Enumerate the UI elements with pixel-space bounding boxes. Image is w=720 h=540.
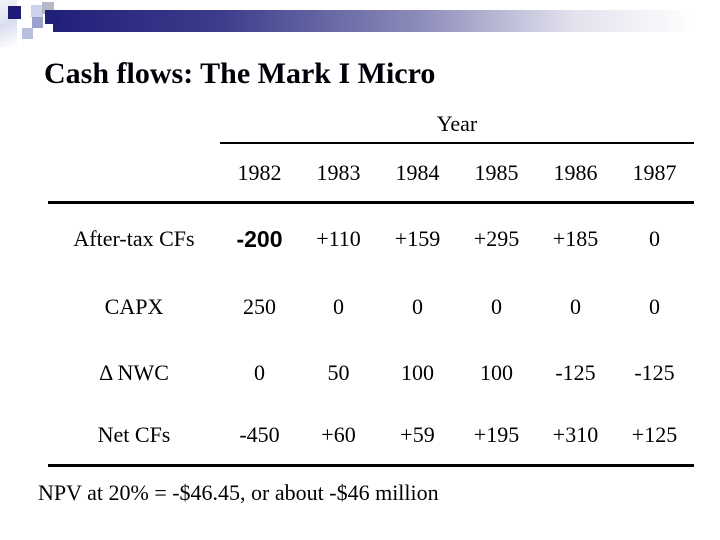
deco-gradient-bar (53, 10, 720, 32)
table-cell: -200 (236, 225, 283, 252)
table-cell: +59 (400, 422, 435, 447)
deco-square-navy (8, 6, 21, 19)
table-cell: 0 (254, 360, 265, 385)
table-cell: 0 (412, 294, 423, 319)
table-row-after-tax-cfs: After-tax CFs -200 +110 +159 +295 +185 0 (48, 204, 694, 274)
year-column-header: 1985 (474, 159, 519, 185)
table-cell: +60 (321, 422, 356, 447)
year-header-label: Year (436, 111, 478, 136)
table-bottom-border (48, 464, 694, 467)
table-cell: -450 (239, 422, 280, 447)
table-cell: 0 (333, 294, 344, 319)
table-cell: +125 (631, 422, 678, 447)
table-row-capx: CAPX 250 0 0 0 0 0 (48, 274, 694, 340)
table-cell: +185 (552, 226, 599, 251)
table-cell: +295 (473, 226, 520, 251)
table-cell: +310 (552, 422, 599, 447)
table-cell: 50 (327, 360, 350, 385)
table-cell: 0 (649, 226, 660, 251)
table-cell: 100 (480, 360, 513, 385)
deco-square-light (31, 5, 43, 17)
table-cell: -125 (555, 360, 596, 385)
year-row: 1982 1983 1984 1985 1986 1987 (48, 144, 694, 201)
table-cell: +159 (394, 226, 441, 251)
year-column-header: 1987 (632, 159, 677, 185)
page-title: Cash flows: The Mark I Micro (44, 57, 436, 90)
table-divider (48, 201, 694, 204)
table-cell: -125 (634, 360, 675, 385)
table-row-net-cfs: Net CFs -450 +60 +59 +195 +310 +125 (48, 406, 694, 464)
table-cell: +110 (316, 226, 361, 251)
table-cell: 0 (649, 294, 660, 319)
table-cell: 0 (570, 294, 581, 319)
year-column-header: 1983 (316, 159, 361, 185)
row-label: Δ NWC (99, 360, 169, 385)
cashflow-table: Year 1982 1983 1984 1985 1986 1987 After… (48, 106, 694, 467)
deco-square-bar-start (45, 10, 59, 24)
npv-note: NPV at 20% = -$46.45, or about -$46 mill… (38, 480, 439, 505)
deco-square-slate (32, 17, 43, 28)
table-cell: 0 (491, 294, 502, 319)
table-row-delta-nwc: Δ NWC 0 50 100 100 -125 -125 (48, 340, 694, 406)
year-header: Year (220, 106, 694, 144)
row-label: CAPX (104, 294, 164, 319)
deco-square-lavender (22, 28, 33, 39)
row-label: Net CFs (97, 422, 171, 447)
row-label: After-tax CFs (73, 226, 195, 251)
table-cell: 100 (401, 360, 434, 385)
year-column-header: 1982 (237, 159, 282, 185)
table-cell: 250 (243, 294, 276, 319)
year-column-header: 1986 (553, 159, 598, 185)
table-cell: +195 (473, 422, 520, 447)
year-column-header: 1984 (395, 159, 440, 185)
